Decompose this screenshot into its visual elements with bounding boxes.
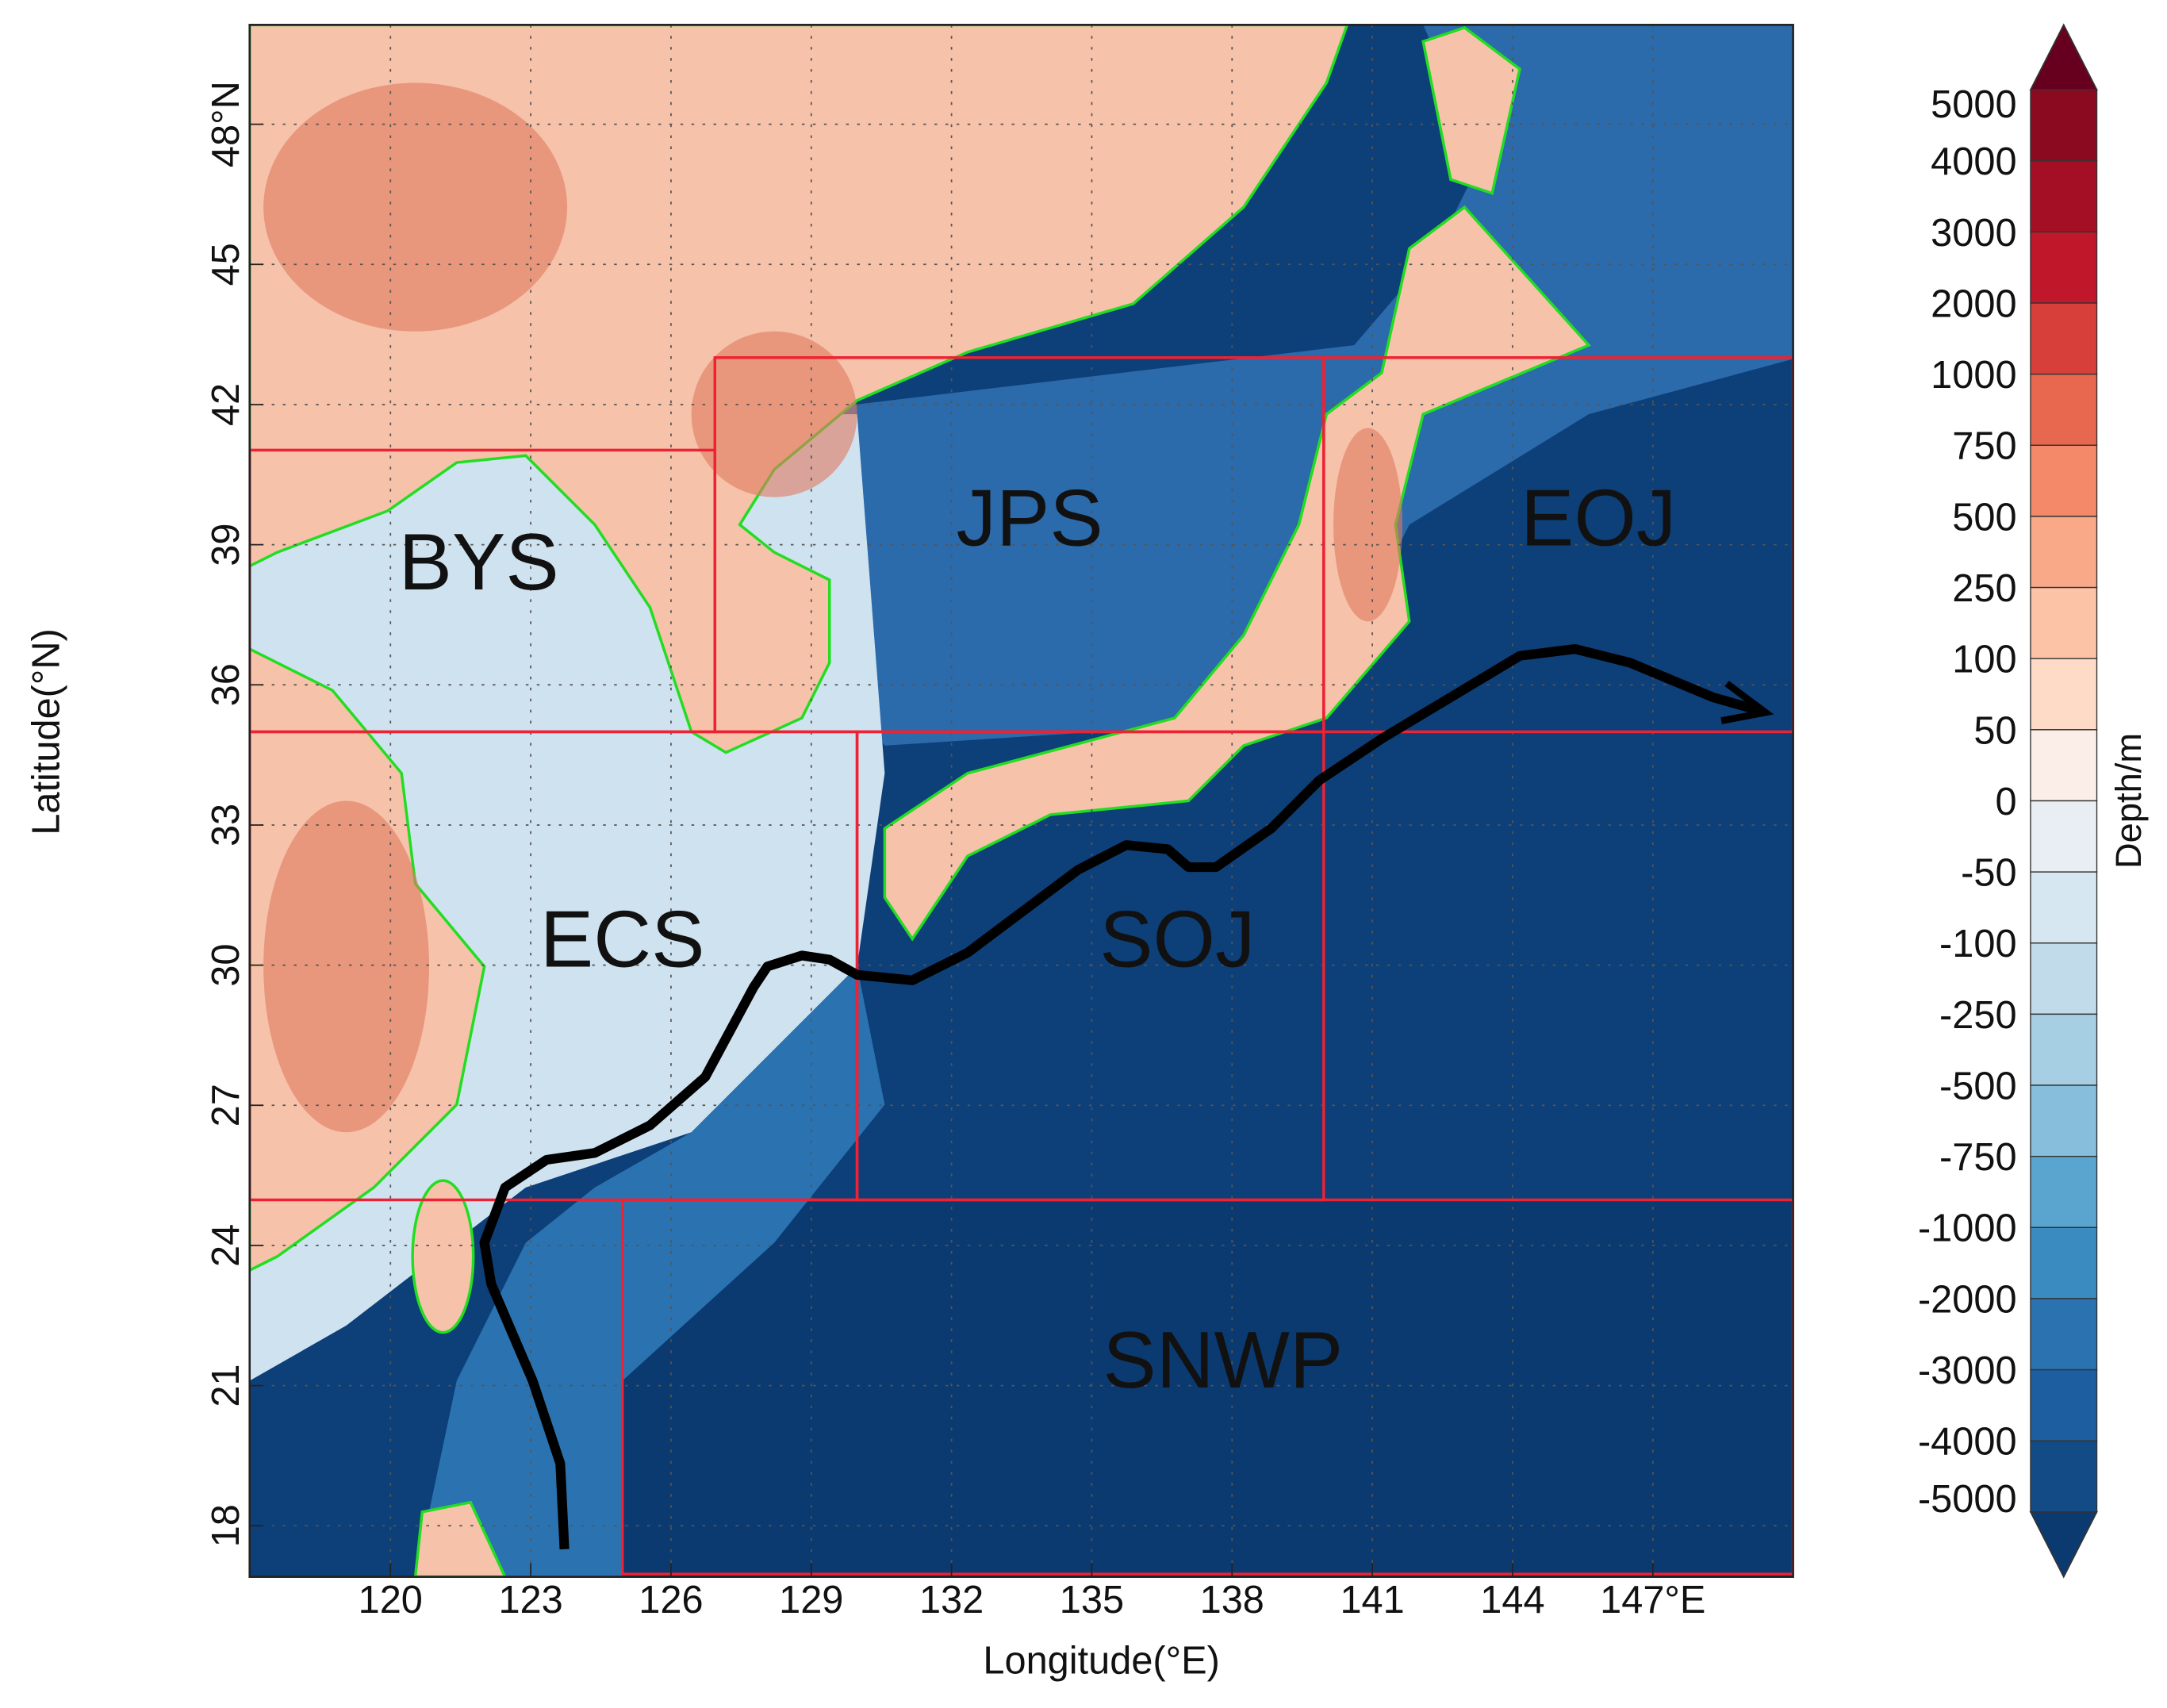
path-arrow: [1720, 681, 1774, 724]
region-label: EOJ: [1521, 474, 1676, 562]
colorbar-tick-label: 5000: [1931, 83, 2016, 126]
map-area: [249, 25, 1793, 1577]
colorbar-label: Depth/m: [2108, 733, 2149, 869]
colorbar-end: [2029, 1510, 2098, 1579]
colorbar-tick-label: -50: [1961, 852, 2016, 895]
region-box: [620, 1198, 1793, 1576]
graticule: [249, 25, 1793, 1577]
highland: [263, 800, 430, 1133]
colorbar-band: [2030, 658, 2098, 731]
colorbar-tick-label: -100: [1939, 923, 2017, 965]
colorbar-tick-label: -750: [1939, 1136, 2017, 1179]
highland: [691, 331, 857, 497]
colorbar-band: [2030, 516, 2098, 589]
colorbar-band: [2030, 373, 2098, 447]
y-tick-label: 18: [205, 1504, 247, 1547]
sakhalin: [1421, 25, 1521, 195]
colorbar-tick-label: 750: [1952, 425, 2016, 468]
x-tick-label: 147°E: [1600, 1579, 1705, 1622]
colorbar-band: [2030, 800, 2098, 873]
x-tick-label: 126: [639, 1579, 703, 1622]
x-axis-label: Longitude(°E): [983, 1639, 1219, 1682]
sea-of-japan: [774, 83, 1793, 746]
colorbar-tick-label: -500: [1939, 1065, 2017, 1107]
colorbar-band: [2030, 586, 2098, 659]
colorbar-tick-label: 500: [1952, 496, 2016, 539]
y-tick-label: 39: [205, 524, 247, 566]
y-tick-label: 36: [205, 663, 247, 706]
y-tick-label: 24: [205, 1224, 247, 1267]
japan: [883, 205, 1591, 942]
slope: [415, 966, 885, 1577]
deep-basin: [622, 1199, 1793, 1577]
colorbar-tick-label: -4000: [1918, 1421, 2017, 1464]
colorbar-tick-label: 4000: [1931, 140, 2016, 183]
colorbar-tick-label: 2000: [1931, 282, 2016, 325]
x-tick-label: 138: [1200, 1579, 1264, 1622]
y-tick-label: 27: [205, 1084, 247, 1127]
colorbar-band: [2030, 1084, 2098, 1157]
colorbar-band: [2030, 160, 2098, 233]
highland: [1333, 428, 1403, 622]
colorbar-tick-label: 100: [1952, 639, 2016, 681]
map-frame: [248, 24, 1794, 1578]
colorbar-band: [2030, 729, 2098, 802]
colorbar-tick-label: 250: [1952, 567, 2016, 610]
region-label: BYS: [399, 518, 559, 607]
colorbar-band: [2030, 231, 2098, 304]
colorbar-band: [2030, 1298, 2098, 1371]
region-label: ECS: [540, 895, 705, 984]
region-box: [1322, 356, 1793, 734]
y-axis-label: Latitude(°N): [25, 628, 68, 835]
colorbar-band: [2030, 1155, 2098, 1229]
y-tick-label: 45: [205, 243, 247, 286]
y-tick-label: 33: [205, 804, 247, 846]
colorbar-tick-label: 3000: [1931, 212, 2016, 255]
colorbar-tick-label: -250: [1939, 994, 2017, 1037]
colorbar-band: [2030, 1440, 2098, 1513]
colorbar-tick-label: 1000: [1931, 354, 2016, 397]
colorbar-tick-label: -1000: [1918, 1207, 2017, 1250]
colorbar-tick-label: 0: [1995, 781, 2016, 823]
region-label: SOJ: [1099, 895, 1255, 984]
highlands: [263, 83, 1403, 1133]
highland: [263, 83, 568, 332]
colorbar-end: [2029, 23, 2098, 91]
x-tick-label: 144: [1480, 1579, 1544, 1622]
x-tick-label: 123: [498, 1579, 562, 1622]
kuroshio-path: [479, 643, 1763, 1550]
colorbar-tick-label: -2000: [1918, 1278, 2017, 1321]
region-label: JPS: [957, 474, 1103, 562]
colorbar-band: [2030, 89, 2098, 162]
region-boxes: [249, 356, 1793, 1576]
colorbar-band: [2030, 871, 2098, 944]
region-label: SNWP: [1103, 1316, 1343, 1405]
colorbar-tick-label: -5000: [1918, 1478, 2017, 1521]
x-tick-label: 129: [779, 1579, 843, 1622]
colorbar-band: [2030, 1013, 2098, 1086]
y-tick-label: 21: [205, 1364, 247, 1407]
colorbar-band: [2030, 942, 2098, 1015]
y-tick-label: 48°N: [205, 81, 247, 167]
x-tick-label: 132: [919, 1579, 984, 1622]
y-tick-label: 30: [205, 944, 247, 987]
x-tick-label: 141: [1340, 1579, 1404, 1622]
luzon: [413, 1500, 507, 1577]
x-tick-label: 135: [1060, 1579, 1124, 1622]
colorbar-band: [2030, 444, 2098, 517]
colorbar-band: [2030, 1226, 2098, 1299]
colorbar-band: [2030, 1368, 2098, 1441]
colorbar-tick-label: 50: [1973, 709, 2016, 752]
taiwan: [411, 1179, 475, 1334]
y-tick-label: 42: [205, 383, 247, 426]
colorbar-band: [2030, 302, 2098, 375]
x-tick-label: 120: [359, 1579, 423, 1622]
colorbar-tick-label: -3000: [1918, 1349, 2017, 1392]
